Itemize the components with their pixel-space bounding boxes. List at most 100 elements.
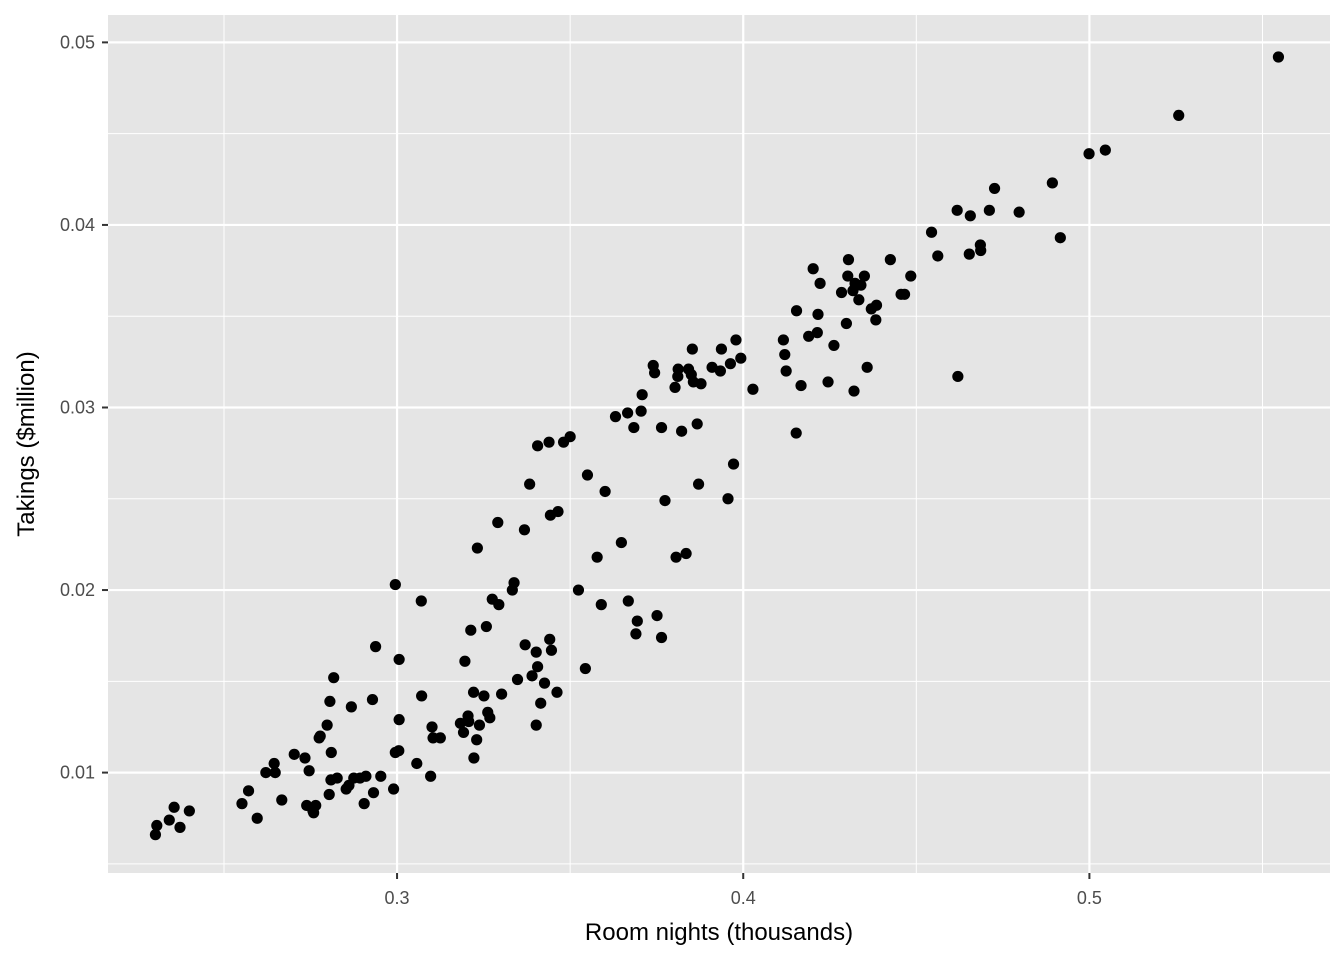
data-point	[530, 646, 542, 658]
data-point	[884, 254, 896, 266]
data-point	[518, 524, 531, 536]
data-point	[393, 745, 405, 757]
data-point	[715, 343, 728, 355]
data-point	[631, 615, 643, 627]
data-point	[323, 788, 335, 801]
data-point	[680, 547, 692, 560]
data-point	[426, 721, 438, 733]
data-point	[511, 673, 524, 686]
data-point	[468, 752, 480, 764]
data-point	[853, 294, 865, 306]
data-point	[471, 542, 483, 554]
data-point	[299, 752, 311, 764]
y-tick-label: 0.04	[60, 215, 95, 235]
data-point	[659, 494, 671, 507]
data-point	[526, 670, 538, 682]
data-point	[932, 250, 944, 262]
data-point	[635, 405, 647, 417]
data-point	[855, 279, 867, 291]
data-point	[358, 798, 370, 810]
y-tick-label: 0.05	[60, 32, 95, 52]
data-point	[811, 327, 823, 339]
data-point	[898, 288, 911, 300]
data-point	[242, 785, 255, 797]
data-point	[467, 686, 480, 698]
plot-panel	[108, 15, 1330, 873]
data-point	[151, 819, 163, 832]
data-point	[535, 697, 547, 709]
data-point	[963, 248, 975, 260]
data-point	[670, 551, 682, 563]
data-point	[964, 210, 976, 222]
data-point	[389, 578, 401, 591]
data-point	[530, 719, 542, 731]
data-point	[367, 787, 380, 799]
data-point	[983, 204, 995, 216]
x-axis-title: Room nights (thousands)	[585, 919, 853, 946]
data-point	[692, 478, 705, 490]
data-point	[425, 770, 437, 782]
data-point	[988, 182, 1001, 195]
data-point	[814, 277, 826, 289]
data-point	[1013, 206, 1025, 218]
data-point	[630, 628, 642, 640]
data-point	[375, 770, 387, 782]
data-point	[393, 653, 405, 666]
data-point	[730, 334, 742, 346]
data-point	[807, 263, 819, 275]
data-point	[822, 376, 834, 388]
data-point	[459, 655, 471, 667]
data-point	[331, 772, 343, 784]
data-point	[842, 270, 854, 282]
data-point	[622, 407, 634, 419]
data-point	[457, 726, 470, 739]
data-point	[149, 829, 162, 841]
y-axis-title: Takings ($million)	[13, 351, 40, 536]
data-point	[236, 798, 248, 810]
data-point	[777, 334, 789, 346]
data-point	[366, 693, 379, 706]
data-point	[581, 469, 594, 481]
data-point	[870, 314, 882, 326]
data-point	[168, 801, 180, 813]
data-point	[564, 431, 576, 443]
data-point	[615, 536, 627, 549]
data-point	[465, 624, 477, 636]
data-point	[543, 436, 555, 448]
data-point	[1173, 109, 1185, 122]
data-point	[779, 348, 791, 361]
data-point	[416, 690, 428, 702]
data-point	[251, 812, 263, 824]
data-point	[551, 686, 563, 698]
data-point	[828, 339, 840, 352]
data-point	[268, 757, 280, 770]
data-point	[952, 370, 964, 383]
data-point	[724, 358, 737, 370]
data-point	[951, 204, 963, 216]
data-point	[925, 226, 938, 238]
y-tick-label: 0.03	[60, 397, 95, 417]
data-point	[842, 254, 855, 266]
data-point	[552, 505, 564, 518]
data-point	[484, 712, 496, 724]
data-point	[260, 766, 272, 779]
data-point	[840, 317, 852, 330]
data-point	[411, 757, 423, 770]
data-point	[628, 421, 640, 434]
data-point	[163, 814, 175, 826]
data-point	[538, 677, 551, 689]
data-point	[835, 286, 848, 299]
data-point	[1083, 148, 1095, 160]
data-point	[572, 584, 585, 596]
data-point	[790, 427, 802, 439]
data-point	[591, 551, 603, 563]
data-point	[595, 599, 607, 611]
data-point	[508, 577, 520, 589]
data-point	[1046, 177, 1058, 189]
y-axis: 0.01 0.02 0.03 0.04 0.05	[60, 32, 108, 783]
data-point	[622, 595, 634, 607]
data-point	[328, 672, 340, 684]
data-points	[149, 51, 1285, 841]
data-point	[1054, 232, 1066, 244]
